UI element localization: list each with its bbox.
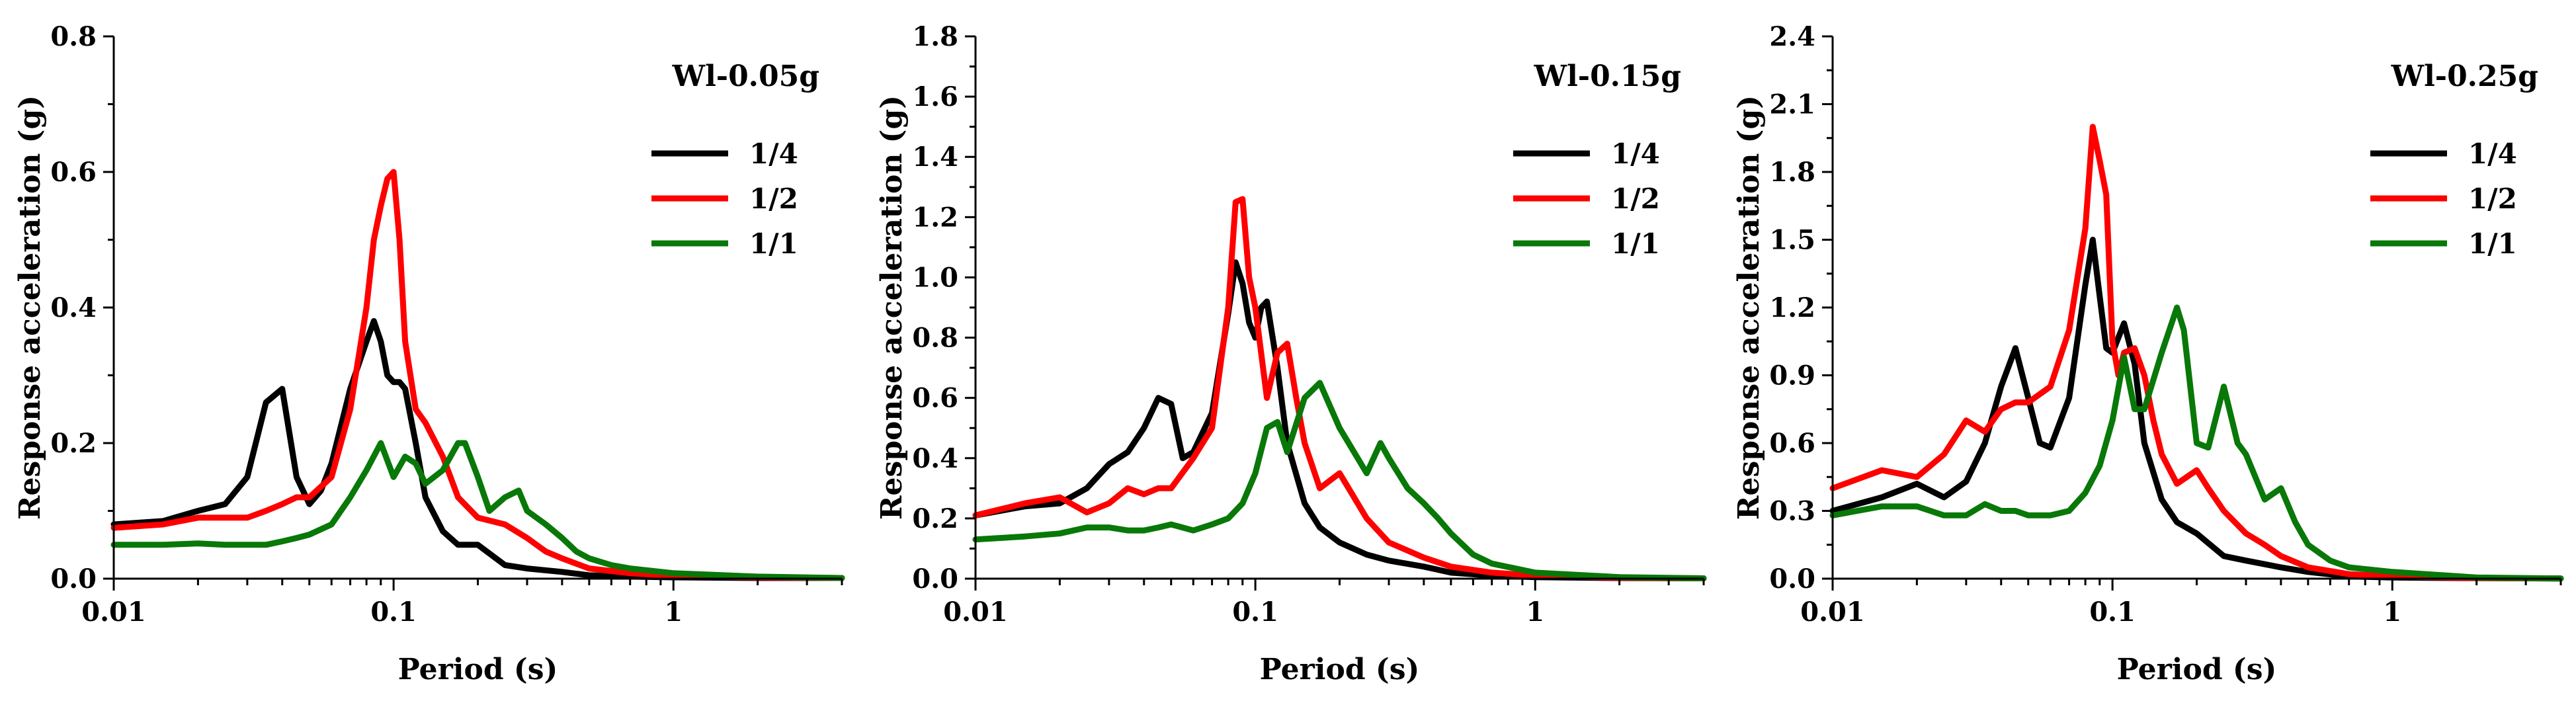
- x-tick-label: 1: [2383, 597, 2401, 628]
- x-tick-label: 1: [1526, 597, 1544, 628]
- y-axis-title: Response acceleration (g): [13, 95, 47, 520]
- legend-label: 1/2: [2468, 183, 2517, 215]
- y-tick-label: 0.0: [1769, 563, 1815, 595]
- series-line-1-4: [1829, 237, 2564, 582]
- series-line-1-2: [1829, 124, 2564, 582]
- y-tick-label: 0.2: [50, 428, 97, 459]
- y-tick-label: 0.8: [50, 21, 97, 52]
- y-tick-label: 1.0: [912, 262, 958, 293]
- legend-label: 1/4: [749, 138, 798, 170]
- y-tick-label: 0.2: [912, 503, 958, 534]
- y-tick-label: 0.8: [912, 323, 958, 354]
- chart-panel-2: 0.0 0.2 0.4 0.6 0.8 1.0 1.2 1.4 1.6 1.8 0.01 0.1 1 Pe…: [875, 21, 1707, 686]
- legend-label: 1/2: [1611, 183, 1660, 215]
- y-tick-label: 0.0: [912, 563, 958, 595]
- x-tick-label: 0.1: [1232, 597, 1278, 628]
- legend-label: 1/2: [749, 183, 798, 215]
- y-tick-label: 1.4: [912, 142, 958, 173]
- y-tick-label: 2.4: [1769, 21, 1815, 52]
- legend-label: 1/1: [749, 227, 798, 260]
- legend-label: 1/4: [1611, 138, 1660, 170]
- y-tick-label: 1.2: [1769, 292, 1815, 323]
- chart-panel-1: 0.0 0.2 0.4 0.6 0.8 0.01 0.1 1 Period (s) Respons…: [13, 21, 845, 686]
- y-tick-label: 0.4: [50, 292, 97, 323]
- y-axis-title: Response acceleration (g): [875, 95, 909, 520]
- panel-title: Wl-0.05g: [672, 60, 819, 93]
- series-line-1-2: [972, 196, 1707, 581]
- series-line-1-1: [1829, 304, 2564, 582]
- y-tick-label: 0.4: [912, 443, 958, 474]
- y-tick-label: 0.6: [1769, 428, 1815, 459]
- y-tick-label: 1.2: [912, 202, 958, 233]
- x-tick-label: 0.01: [943, 597, 1007, 628]
- x-tick-label: 0.1: [370, 597, 417, 628]
- y-tick-label: 0.6: [912, 383, 958, 414]
- series-line-1-4: [110, 318, 845, 581]
- y-tick-label: 0.6: [50, 157, 97, 188]
- x-tick-label: 0.01: [81, 597, 145, 628]
- y-tick-label: 1.8: [1769, 157, 1815, 188]
- y-tick-label: 2.1: [1769, 89, 1815, 120]
- series-line-1-4: [972, 259, 1707, 581]
- x-tick-label: 0.1: [2089, 597, 2136, 628]
- y-axis-title: Response acceleration (g): [1732, 95, 1766, 520]
- series-line-1-2: [110, 169, 845, 581]
- chart-panel-3: 0.0 0.3 0.6 0.9 1.2 1.5 1.8 2.1 2.4 0.01 0.1 1 Perio…: [1732, 21, 2564, 686]
- series-line-1-1: [110, 440, 845, 581]
- legend-label: 1/4: [2468, 138, 2517, 170]
- panel-title: Wl-0.25g: [2391, 60, 2538, 93]
- series-line-1-1: [972, 380, 1707, 581]
- y-tick-label: 0.9: [1769, 360, 1815, 392]
- legend-label: 1/1: [2468, 227, 2517, 260]
- y-tick-label: 0.3: [1769, 496, 1815, 527]
- x-tick-label: 0.01: [1800, 597, 1864, 628]
- y-tick-label: 1.6: [912, 81, 958, 112]
- x-axis-title: Period (s): [1260, 653, 1420, 686]
- y-tick-label: 1.5: [1769, 225, 1815, 256]
- x-axis-title: Period (s): [2117, 653, 2277, 686]
- x-axis-title: Period (s): [398, 653, 558, 686]
- legend-label: 1/1: [1611, 227, 1660, 260]
- y-tick-label: 0.0: [50, 563, 97, 595]
- y-tick-label: 1.8: [912, 21, 958, 52]
- x-tick-label: 1: [664, 597, 683, 628]
- panel-title: Wl-0.15g: [1534, 60, 1681, 93]
